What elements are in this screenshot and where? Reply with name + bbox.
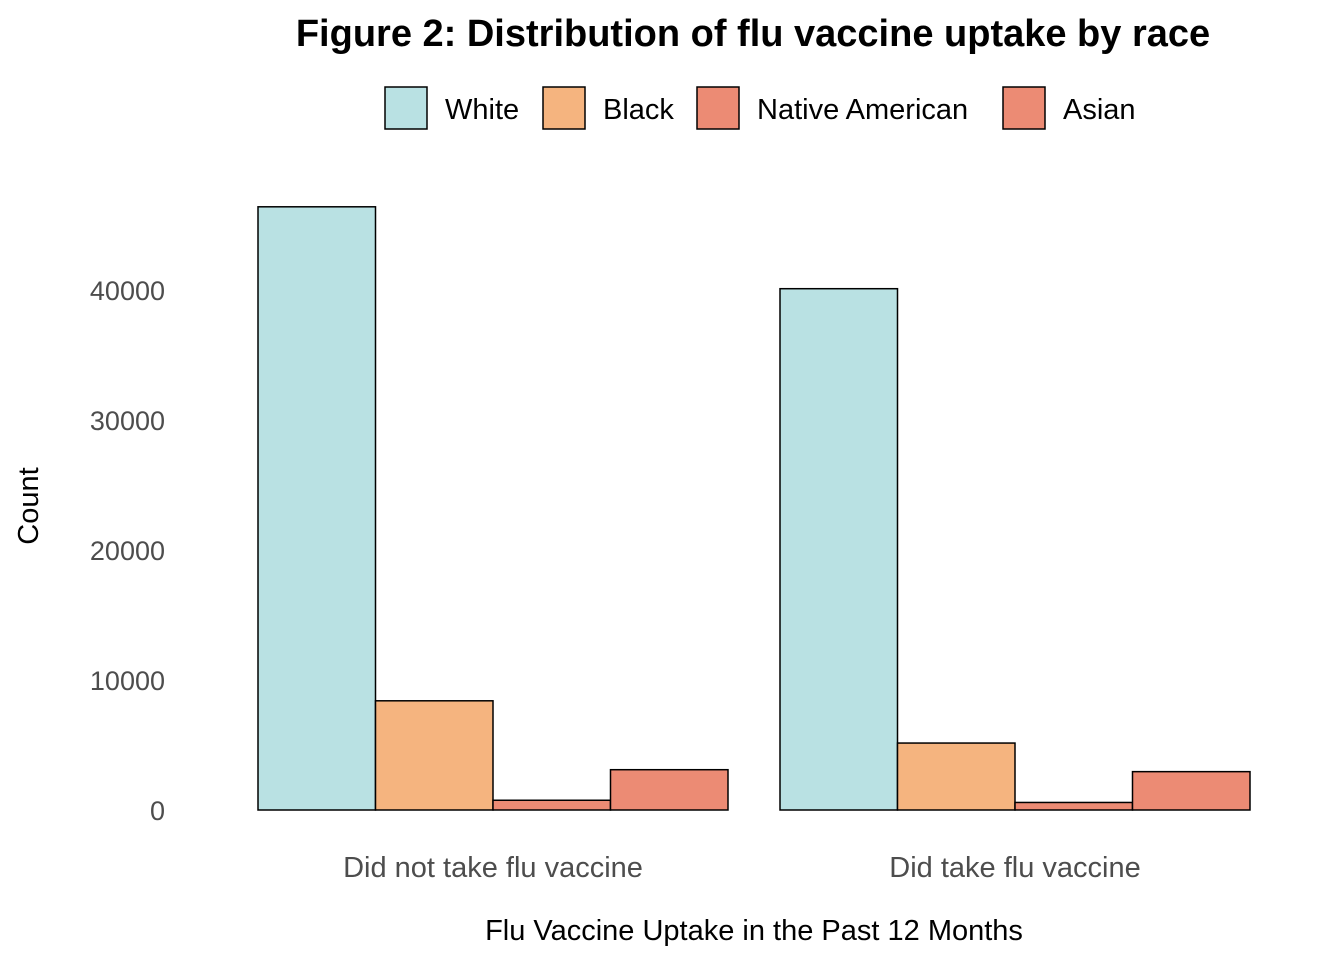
- legend-swatch-black: [542, 86, 586, 130]
- y-tick-label-40000: 40000: [90, 276, 165, 306]
- y-axis-label: Count: [13, 467, 45, 544]
- x-axis: Did not take flu vaccine Did take flu vac…: [343, 852, 1141, 884]
- x-tick-label-did-not-take-flu-vaccine: Did not take flu vaccine: [343, 852, 643, 884]
- bar-did-take-flu-vaccine-black: [896, 742, 1016, 811]
- bar-did-take-flu-vaccine-asian: [1131, 770, 1251, 811]
- legend-item-asian: Asian: [1002, 86, 1136, 130]
- legend-item-white: White: [384, 86, 519, 130]
- legend-item-black: Black: [542, 86, 674, 130]
- chart-title: Figure 2: Distribution of flu vaccine up…: [296, 13, 1210, 55]
- legend-swatch-native-american: [696, 86, 740, 130]
- bar-did-not-take-flu-vaccine-white: [257, 206, 377, 811]
- y-tick-label-20000: 20000: [90, 536, 165, 566]
- legend: White Black Native American Asian: [384, 86, 1136, 130]
- legend-swatch-white: [384, 86, 428, 130]
- bar-did-not-take-flu-vaccine-asian: [609, 768, 729, 811]
- legend-label-asian: Asian: [1063, 94, 1136, 126]
- legend-item-native-american: Native American: [696, 86, 968, 130]
- x-axis-label: Flu Vaccine Uptake in the Past 12 Months: [485, 915, 1023, 947]
- y-tick-label-0: 0: [150, 796, 165, 826]
- legend-swatch-asian: [1002, 86, 1046, 130]
- y-tick-label-10000: 10000: [90, 666, 165, 696]
- bar-did-not-take-flu-vaccine-black: [374, 700, 494, 811]
- y-axis: 0 10000 20000 30000 40000: [90, 276, 165, 826]
- y-tick-label-30000: 30000: [90, 406, 165, 436]
- bars: [257, 206, 1251, 811]
- bar-did-not-take-flu-vaccine-native-american: [492, 799, 612, 811]
- x-tick-label-did-take-flu-vaccine: Did take flu vaccine: [889, 852, 1140, 884]
- legend-label-native-american: Native American: [757, 94, 968, 126]
- bar-did-take-flu-vaccine-native-american: [1014, 801, 1134, 811]
- legend-label-white: White: [445, 94, 519, 126]
- legend-label-black: Black: [603, 94, 674, 126]
- bar-did-take-flu-vaccine-white: [779, 287, 899, 811]
